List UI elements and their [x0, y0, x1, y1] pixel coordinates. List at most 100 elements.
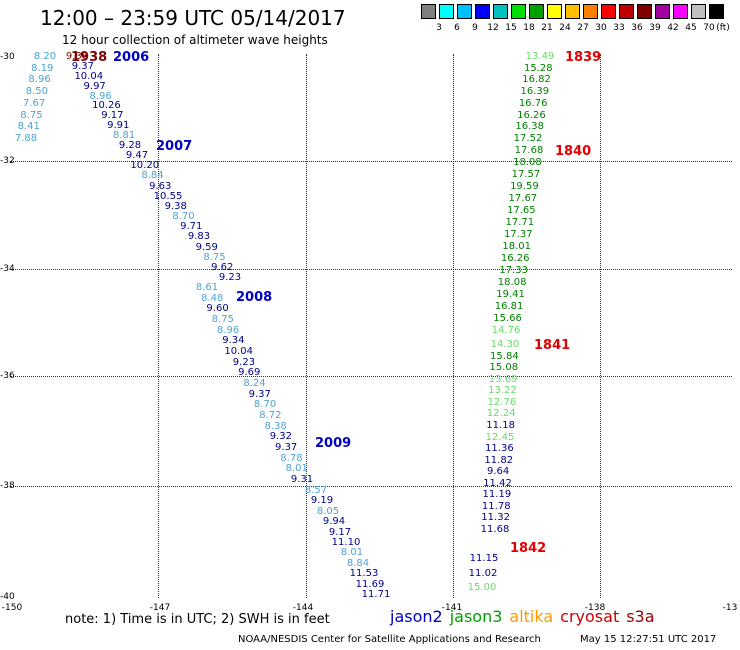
wave-height-value: 8.41	[17, 121, 40, 133]
wave-height-value: 10.04	[74, 70, 104, 82]
wave-height-value: 8.50	[25, 86, 48, 98]
wave-height-value: 17.67	[508, 193, 538, 204]
wave-height-value: 9.28	[118, 140, 142, 151]
colorbar-label: 45	[685, 23, 697, 33]
wave-height-value: 8.61	[195, 282, 219, 293]
wave-height-value: 17.52	[513, 133, 543, 144]
colorbar-cell	[673, 4, 688, 19]
colorbar-cell	[655, 4, 670, 19]
wave-height-value: 11.19	[482, 489, 512, 501]
wave-height-value: 15.08	[489, 362, 519, 374]
grid-line-vertical	[306, 54, 307, 598]
wave-height-value: 16.26	[517, 109, 546, 121]
wave-height-value: 9.83	[187, 231, 211, 243]
wave-height-value: 8.01	[340, 547, 364, 559]
wave-height-value: 16.81	[494, 301, 524, 312]
colorbar-cell	[493, 4, 508, 19]
wave-height-value: 11.32	[481, 512, 510, 524]
wave-height-value: 11.78	[481, 500, 511, 512]
colorbar-cell	[691, 4, 706, 19]
colorbar-label: 39	[649, 23, 661, 33]
wave-height-value: 16.39	[520, 86, 550, 98]
wave-height-value: 8.24	[243, 378, 266, 389]
wave-height-value: 9.23	[218, 272, 242, 283]
wave-height-value: 13.49	[525, 51, 555, 62]
x-tick-label: -141	[441, 603, 463, 613]
wave-height-value: 8.96	[216, 324, 240, 336]
wave-height-value: 8.48	[201, 292, 224, 304]
wave-height-value: 11.36	[485, 443, 514, 455]
wave-height-value: 11.18	[486, 419, 515, 431]
grid-line-vertical	[158, 54, 159, 598]
wave-height-value: 9.37	[71, 60, 95, 72]
wave-height-value: 10.55	[153, 190, 183, 202]
wave-height-value: 12.45	[485, 431, 515, 443]
wave-height-value: 15.28	[523, 62, 553, 74]
wave-height-value: 9.63	[149, 180, 172, 192]
wave-height-value: 11.68	[480, 524, 510, 535]
colorbar-label: 42	[667, 23, 679, 33]
x-tick-label: -147	[149, 603, 171, 613]
wave-height-value: 8.01	[285, 463, 308, 475]
wave-height-value: 8.78	[280, 452, 303, 464]
colorbar-cell	[565, 4, 580, 19]
wave-height-value: 8.20	[33, 51, 57, 62]
wave-height-value: 16.26	[500, 253, 530, 264]
wave-height-value: 9.38	[65, 51, 89, 62]
grid-line-horizontal	[10, 161, 732, 162]
colorbar-cell	[511, 4, 526, 19]
pass-time-label: 1841	[534, 338, 571, 353]
wave-height-value: 12.76	[487, 396, 517, 408]
wave-height-value: 10.20	[130, 160, 160, 172]
wave-height-value: 11.02	[468, 567, 498, 579]
wave-height-value: 11.82	[484, 454, 514, 466]
wave-height-value: 14.30	[490, 339, 520, 350]
wave-height-value: 9.91	[107, 120, 130, 132]
grid-line-horizontal	[10, 269, 732, 270]
wave-height-value: 8.84	[141, 170, 164, 182]
wave-height-value: 16.76	[518, 97, 548, 109]
colorbar-label: 24	[559, 23, 571, 33]
wave-height-value: 14.76	[491, 325, 521, 336]
y-tick-label: -36	[0, 371, 15, 381]
legend-entry: s3a	[626, 607, 655, 626]
colorbar-label: 27	[577, 23, 589, 33]
page-title: 12:00 – 23:59 UTC 05/14/2017	[40, 6, 346, 30]
wave-height-value: 9.38	[164, 200, 187, 212]
grid-line-horizontal	[10, 376, 732, 377]
wave-height-value: 10.04	[224, 346, 253, 357]
wave-height-value: 11.42	[483, 477, 512, 489]
wave-height-value: 9.37	[248, 388, 271, 400]
legend-entry: cryosat	[560, 607, 620, 626]
wave-height-value: 15.00	[467, 582, 497, 593]
page-subtitle: 12 hour collection of altimeter wave hei…	[62, 33, 328, 47]
x-tick-label: -138	[584, 603, 606, 613]
satellite-legend: jason2 jason3 altika cryosat s3a	[390, 607, 662, 626]
wave-height-value: 8.81	[112, 130, 136, 142]
colorbar-label: 70	[703, 23, 715, 33]
wave-height-value: 8.05	[316, 505, 340, 517]
wave-height-value: 17.33	[499, 265, 528, 276]
colorbar-label: 36	[631, 23, 643, 33]
colorbar-label: 33	[613, 23, 625, 33]
wave-height-value: 9.64	[486, 466, 510, 478]
colorbar-label: 12	[487, 23, 499, 33]
legend-entry: jason3	[449, 607, 503, 626]
y-tick-label: -40	[0, 592, 15, 602]
pass-time-label: 1839	[565, 50, 602, 65]
colorbar-label: 18	[523, 23, 535, 33]
colorbar-cell	[547, 4, 562, 19]
colorbar-label: 9	[472, 23, 478, 33]
wave-height-value: 9.17	[101, 110, 124, 122]
wave-height-value: 8.72	[259, 410, 282, 421]
y-tick-label: -34	[0, 264, 15, 274]
wave-height-value: 8.75	[20, 109, 43, 121]
wave-height-value: 9.23	[232, 356, 256, 368]
colorbar-cell	[421, 4, 436, 19]
wave-height-value: 9.31	[290, 474, 314, 485]
colorbar-cell	[709, 4, 724, 19]
wave-height-value: 17.37	[503, 229, 533, 240]
wave-height-value: 8.38	[264, 420, 287, 432]
colorbar-label: 21	[541, 23, 553, 33]
pass-time-label: 2009	[315, 436, 352, 451]
